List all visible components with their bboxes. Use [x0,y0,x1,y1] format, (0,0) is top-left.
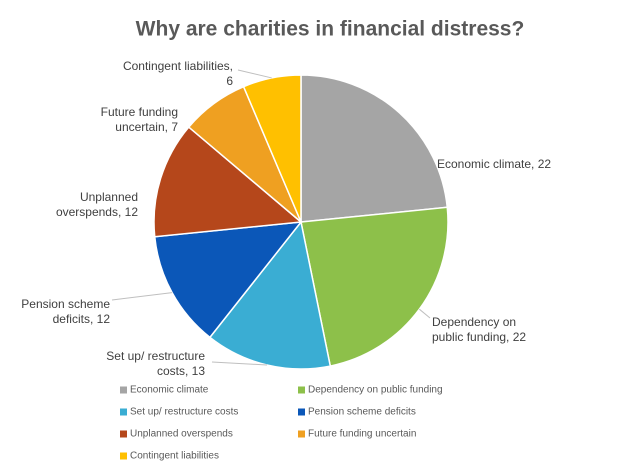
data-label-line: 6 [226,74,233,88]
data-label-line: Unplanned [80,190,138,204]
data-label: Economic climate, 22 [437,157,551,171]
legend-swatch [120,386,127,394]
legend-swatch [120,408,127,416]
data-label-line: overspends, 12 [56,205,138,219]
legend-swatch [298,408,305,416]
pie-slice [300,74,449,223]
pie-slice [208,220,332,370]
legend-label: Dependency on public funding [308,385,443,396]
pie-slice [300,206,449,367]
legend-swatch [298,430,305,438]
legend-label: Economic climate [130,385,209,396]
leader-line [111,292,173,301]
legend-swatch [298,386,305,394]
chart-title: Why are charities in financial distress? [136,18,525,41]
data-label-line: Set up/ restructure [106,349,205,363]
data-label: Contingent liabilities, 6 [123,59,233,88]
data-label: Dependency on public funding, 22 [432,315,526,344]
data-label: Unplanned overspends, 12 [56,190,138,219]
leader-line [237,69,272,79]
legend-label: Future funding uncertain [308,429,416,440]
data-label: Pension scheme deficits, 12 [21,297,110,326]
pie-slice [153,126,303,238]
data-label-line: uncertain, 7 [115,120,178,134]
leader-line [419,308,431,319]
legend-swatch [120,452,127,460]
data-label: Future funding uncertain, 7 [101,105,179,134]
data-label-line: deficits, 12 [53,312,111,326]
data-label-line: Dependency on [432,315,516,329]
data-label-line: Future funding [101,105,178,119]
legend-label: Set up/ restructure costs [130,407,238,418]
pie-slice [242,74,302,223]
legend-label: Unplanned overspends [130,429,233,440]
legend-label: Pension scheme deficits [308,407,416,418]
legend-label: Contingent liabilities [130,451,219,462]
data-label-line: Economic climate, 22 [437,157,551,171]
leader-line [211,361,267,366]
data-label-line: costs, 13 [157,364,205,378]
data-label-line: Pension scheme [21,297,110,311]
data-label-line: public funding, 22 [432,330,526,344]
data-label-line: Contingent liabilities, [123,59,233,73]
legend-swatch [120,430,127,438]
data-label: Set up/ restructure costs, 13 [106,349,205,378]
